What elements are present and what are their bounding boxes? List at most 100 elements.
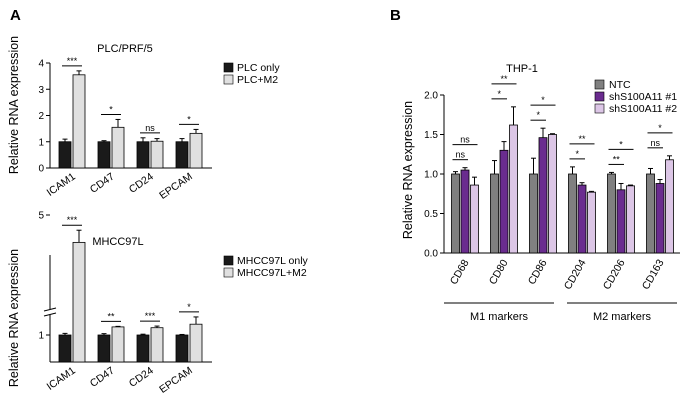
chart-b-ytick-label: 0.5 (424, 209, 438, 220)
chart-b-ytick-label: 1.5 (424, 130, 438, 141)
chart-b-sig-label-lower: * (575, 149, 579, 159)
legend-a2-swatch-0 (223, 255, 234, 266)
chart-a2-sig-label: *** (145, 311, 156, 321)
chart-a1-category-label: EPCAM (157, 171, 194, 202)
chart-b-bar (451, 173, 460, 254)
legend-b-label-2: shS100A11 #2 (609, 103, 677, 115)
chart-a1-bar (97, 141, 111, 169)
chart-a1-bar (58, 141, 72, 169)
chart-b-bar (548, 134, 557, 254)
chart-a2-category-label: CD47 (88, 365, 117, 390)
chart-b-sig-label-lower: ns (455, 150, 465, 160)
chart-b-bar (607, 173, 616, 254)
chart-b-sig-label-lower: * (536, 110, 540, 120)
chart-b-bar (538, 137, 548, 254)
chart-b-sig-label-upper: ** (500, 74, 508, 84)
legend-a2-label-1: MHCC97L+M2 (237, 267, 307, 279)
chart-a1-category-label: CD47 (88, 171, 117, 196)
chart-b-ytick-label: 1.0 (424, 170, 438, 181)
chart-b-sig-label-lower: ** (613, 154, 621, 164)
chart-b-bar (665, 159, 674, 254)
chart-b-ytick-label: 2.0 (424, 91, 438, 102)
chart-a2-bar (175, 334, 189, 363)
chart-b-sig-label-upper: * (619, 139, 623, 149)
chart-b-category-label: CD86 (526, 257, 550, 286)
legend-a1-label-0: PLC only (237, 62, 280, 74)
chart-a1-title: PLC/PRF/5 (97, 43, 153, 55)
legend-b-swatch-0 (594, 79, 605, 90)
chart-a2-category-label: CD24 (127, 365, 156, 390)
chart-b-category-label: CD206 (601, 257, 628, 291)
chart-b-sig-label-upper: ns (460, 135, 470, 145)
chart-b-sig-label-lower: * (497, 89, 501, 99)
chart-b-category-label: CD80 (487, 257, 511, 286)
chart-a2-bar (189, 323, 203, 363)
chart-a1-ytick-label: 2 (38, 111, 44, 122)
chart-a2-sig-label: * (187, 302, 191, 312)
legend-b-swatch-2 (594, 103, 605, 114)
panel-b-letter: B (390, 7, 401, 24)
chart-a1-category-label: CD24 (127, 171, 156, 196)
chart-b-bar (587, 191, 596, 254)
chart-a1-bar (175, 141, 189, 169)
chart-b-bar (509, 124, 518, 254)
chart-a2-category-label: ICAM1 (45, 365, 78, 393)
chart-b-bar (626, 185, 635, 254)
chart-a1-sig-label: * (109, 104, 113, 114)
chart-b-bar (460, 169, 470, 254)
chart-a1-ytick-label: 4 (38, 59, 44, 70)
legend-b-label-0: NTC (609, 79, 631, 91)
chart-a2-bar (136, 334, 150, 363)
chart-a1-bar (136, 141, 150, 169)
chart-a1-bar (150, 140, 164, 169)
panel-a-letter: A (10, 7, 21, 24)
chart-b-sig-label-lower: ns (650, 138, 660, 148)
chart-a2-bar (111, 326, 125, 363)
legend-b-swatch-1 (594, 91, 605, 102)
chart-a2-category-label: EPCAM (157, 365, 194, 396)
chart-b-bar (616, 189, 626, 254)
chart-b-bar (529, 173, 538, 254)
group-m2-label: M2 markers (593, 311, 652, 323)
chart-a1-ytick-label: 1 (38, 137, 44, 148)
legend-a2-swatch-1 (223, 267, 234, 278)
chart-a1-bar (72, 74, 86, 169)
chart-a1-ytick-label: 0 (38, 164, 44, 175)
chart-a2-ylabel: Relative RNA expression (7, 249, 21, 387)
legend-a2-label-0: MHCC97L only (237, 255, 309, 267)
chart-b-bar (577, 184, 587, 254)
chart-a1-category-label: ICAM1 (45, 171, 78, 199)
chart-b-category-label: CD204 (562, 257, 589, 291)
chart-a2-bar (58, 334, 72, 363)
chart-b-bar (490, 173, 499, 254)
chart-b-category-label: CD163 (640, 257, 667, 291)
chart-b-sig-label-upper: * (658, 123, 662, 133)
chart-b-bar (499, 149, 509, 254)
chart-a2-ytick-label: 5 (38, 211, 44, 222)
chart-b-bar (568, 173, 577, 254)
chart-a1-plot: 0 1 2 3 4 ICAM1 *** CD47 * CD24 ns EPCAM * (38, 56, 212, 202)
chart-a2-ytick-label: 1 (38, 331, 44, 342)
chart-a2-sig-label: ** (107, 311, 115, 321)
legend-b-label-1: shS100A11 #1 (609, 91, 677, 103)
chart-b-bar (470, 184, 479, 254)
chart-b-title: THP-1 (506, 63, 538, 75)
chart-b-bar (646, 173, 655, 254)
chart-a1-ylabel: Relative RNA expression (7, 36, 21, 174)
chart-a2-title: MHCC97L (92, 236, 143, 248)
chart-a1-sig-label: ns (145, 123, 155, 133)
chart-a2-sig-label: *** (67, 215, 78, 225)
chart-b-sig-label-upper: * (541, 95, 545, 105)
legend-a1-swatch-1 (223, 74, 234, 85)
chart-b-ytick-label: 0.0 (424, 249, 438, 260)
chart-a2-bar (150, 327, 164, 363)
chart-a2-axis-break-mark (43, 312, 57, 317)
chart-b-ylabel: Relative RNA expression (401, 101, 415, 239)
chart-a2-axis-break-gap (44, 309, 56, 315)
chart-a1-sig-label: *** (67, 56, 78, 66)
chart-a2-axis-break-mark (43, 307, 57, 312)
chart-a2-bar (97, 334, 111, 363)
chart-a1-ytick-label: 3 (38, 85, 44, 96)
chart-a1-sig-label: * (187, 114, 191, 124)
